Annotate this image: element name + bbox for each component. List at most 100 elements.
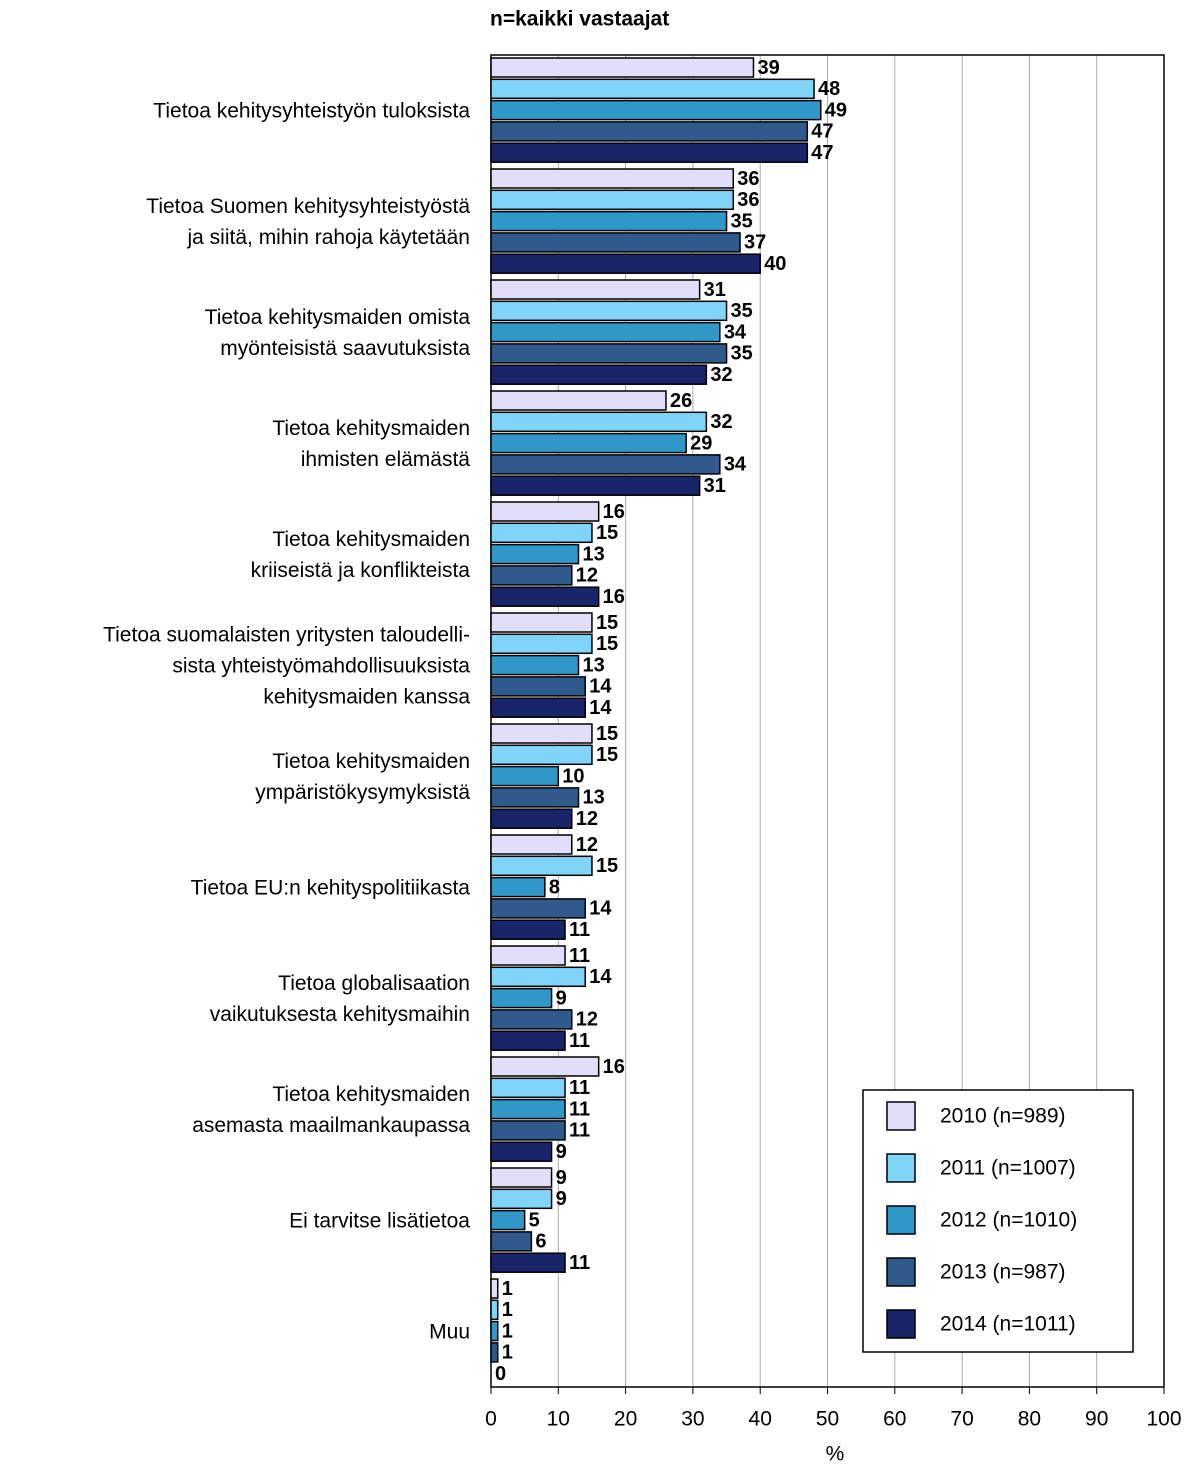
bar	[490, 612, 593, 633]
value-label: 15	[596, 723, 618, 745]
x-tick-label: 80	[1018, 1408, 1041, 1431]
bar	[490, 300, 728, 322]
value-label: 12	[576, 808, 598, 830]
bar	[490, 142, 809, 163]
value-label: 35	[731, 300, 753, 322]
value-label: 49	[825, 99, 847, 121]
value-label: 11	[569, 1030, 590, 1052]
bar	[490, 501, 600, 522]
bar	[490, 364, 708, 385]
y-tick-label: Tietoa kehitysmaiden ympäristökysymyksist…	[255, 749, 470, 803]
x-tick-label: 50	[816, 1408, 839, 1431]
legend-label: 2012 (n=1010)	[940, 1209, 1077, 1232]
y-tick-label: Tietoa globalisaation vaikutuksesta kehit…	[210, 971, 470, 1025]
value-label: 12	[576, 834, 598, 856]
value-label: 15	[596, 633, 618, 655]
y-tick-label: Tietoa kehitysmaiden omista myönteisistä …	[205, 305, 471, 359]
y-tick-label: Tietoa Suomen kehitysyhteistyöstä ja siit…	[146, 194, 470, 248]
legend-swatch	[886, 1257, 916, 1287]
bar	[490, 1120, 566, 1141]
value-label: 14	[589, 697, 612, 719]
y-tick-label: Tietoa kehitysmaiden ihmisten elämästä	[272, 416, 470, 470]
bar	[490, 121, 809, 142]
bar	[490, 1252, 566, 1273]
legend-label: 2010 (n=989)	[940, 1105, 1066, 1128]
bar	[490, 321, 721, 343]
bar	[490, 432, 687, 454]
legend-label: 2013 (n=987)	[940, 1261, 1066, 1284]
value-label: 35	[731, 210, 753, 232]
bar	[490, 78, 815, 100]
x-tick-label: 10	[547, 1408, 570, 1431]
bar	[490, 1299, 499, 1321]
value-label: 40	[764, 253, 786, 275]
value-label: 15	[596, 612, 618, 634]
bar	[490, 966, 586, 988]
bar	[490, 475, 701, 496]
value-label: 15	[596, 855, 618, 877]
y-tick-label: Tietoa kehitysmaiden asemasta maailmankau…	[192, 1082, 470, 1136]
bar	[490, 253, 761, 274]
value-label: 1	[502, 1320, 513, 1342]
value-label: 9	[556, 1167, 567, 1189]
value-label: 11	[569, 945, 590, 967]
bar	[490, 1231, 533, 1252]
bar	[490, 1141, 553, 1162]
bar	[490, 1009, 573, 1030]
legend: 2010 (n=989) 2011 (n=1007) 2012 (n=1010) 20…	[862, 1089, 1134, 1353]
value-label: 15	[596, 744, 618, 766]
x-tick-label: 20	[614, 1408, 637, 1431]
y-tick-label: Ei tarvitse lisätietoa	[289, 1209, 470, 1232]
bar	[490, 168, 735, 189]
bar	[490, 1320, 499, 1342]
bar	[490, 945, 566, 966]
value-label: 6	[535, 1231, 546, 1253]
bar	[490, 744, 593, 766]
bar	[490, 697, 586, 718]
value-label: 5	[529, 1209, 540, 1231]
bar	[490, 633, 593, 655]
bar	[490, 232, 741, 253]
bar	[490, 919, 566, 940]
value-label: 26	[670, 390, 692, 412]
x-tick-label: 100	[1146, 1408, 1181, 1431]
value-label: 37	[744, 232, 766, 254]
value-label: 14	[589, 898, 612, 920]
legend-swatch	[886, 1153, 916, 1183]
y-tick-label: Tietoa EU:n kehityspolitiikasta	[191, 876, 471, 899]
bar	[490, 210, 728, 232]
plot-frame	[490, 54, 1165, 1388]
value-label: 14	[589, 966, 612, 988]
bar	[490, 834, 573, 855]
value-label: 34	[724, 454, 747, 476]
x-tick-label: 40	[749, 1408, 772, 1431]
value-label: 16	[603, 501, 625, 523]
value-label: 10	[562, 765, 584, 787]
bar	[490, 787, 580, 808]
value-label: 9	[556, 1141, 567, 1163]
bar	[490, 343, 728, 364]
bar	[490, 57, 755, 78]
value-label: 48	[818, 78, 840, 100]
bar	[490, 1030, 566, 1051]
legend-label: 2011 (n=1007)	[940, 1157, 1076, 1180]
x-tick-label: 90	[1085, 1408, 1108, 1431]
value-label: 47	[811, 121, 833, 143]
value-label: 39	[757, 57, 779, 79]
value-label: 36	[737, 168, 759, 190]
bar	[490, 876, 546, 898]
bar	[490, 411, 708, 433]
value-label: 11	[569, 1120, 590, 1142]
bar	[490, 808, 573, 829]
value-label: 32	[710, 364, 732, 386]
y-tick-label: Tietoa kehitysyhteistyön tuloksista	[153, 99, 470, 122]
value-label: 16	[603, 1056, 625, 1078]
value-label: 13	[582, 543, 604, 565]
bar	[490, 855, 593, 877]
value-label: 31	[704, 475, 726, 497]
x-tick-label: 60	[883, 1408, 906, 1431]
value-label: 1	[502, 1278, 513, 1300]
bar	[490, 99, 822, 121]
bar	[490, 1077, 566, 1099]
